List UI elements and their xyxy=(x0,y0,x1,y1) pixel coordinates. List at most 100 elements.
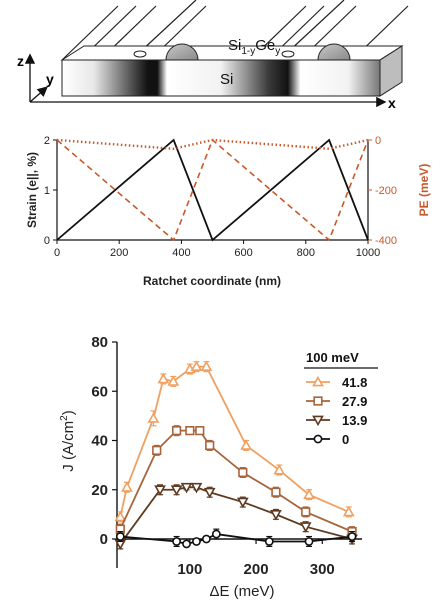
data-point-13.9 xyxy=(170,485,183,496)
data-point-13.9 xyxy=(203,487,216,499)
chart1-tick-labels: 0 200 400 600 800 1000 0 1 2 0 -200 -400 xyxy=(44,135,397,259)
data-point-0 xyxy=(115,532,125,541)
x-tick-label: 200 xyxy=(244,561,269,578)
y-tick-label: 0 xyxy=(100,531,108,548)
y-left-tick-label: 0 xyxy=(44,235,50,247)
y-right-tick-label: -200 xyxy=(375,185,397,197)
data-point-legend-41.8 xyxy=(312,375,324,387)
data-point-41.8 xyxy=(114,510,127,522)
y-tick-label: 40 xyxy=(91,433,108,450)
series-line xyxy=(119,429,353,533)
legend-label: 41.8 xyxy=(342,375,367,390)
chart1-right-axis-title: PE (meV) xyxy=(417,164,431,217)
data-point-27.9 xyxy=(205,440,215,451)
chart2-x-axis-title: ΔE (meV) xyxy=(209,583,274,600)
sige-dome-1 xyxy=(165,43,199,61)
slab-side-face xyxy=(379,45,403,97)
y-tick-label: 60 xyxy=(91,383,108,400)
data-point-27.9 xyxy=(271,487,281,497)
series-line xyxy=(119,486,353,545)
y-right-tick-label: 0 xyxy=(375,135,381,147)
x-tick-label: 200 xyxy=(110,247,128,259)
data-point-41.8 xyxy=(240,439,252,450)
data-point-27.9 xyxy=(195,426,205,436)
y-left-tick-label: 1 xyxy=(44,185,50,197)
data-point-41.8 xyxy=(167,375,180,386)
data-point-legend-13.9 xyxy=(312,415,324,427)
data-point-27.9 xyxy=(171,426,182,436)
data-point-13.9 xyxy=(270,509,282,521)
y-right-tick-label: -400 xyxy=(375,235,397,247)
data-point-0 xyxy=(347,532,357,541)
si-slab-front xyxy=(61,59,381,97)
chart1-axes xyxy=(56,140,369,241)
y-axis-label: y xyxy=(46,71,54,87)
chart1-series xyxy=(56,138,369,242)
data-point-13.9 xyxy=(190,482,203,494)
data-point-41.8 xyxy=(121,481,133,492)
data-point-41.8 xyxy=(147,412,160,423)
data-point-41.8 xyxy=(342,505,355,517)
legend-label: 13.9 xyxy=(342,413,367,428)
x-tick-label: 100 xyxy=(177,561,202,578)
series-41.8 xyxy=(114,360,355,523)
x-tick-label: 400 xyxy=(172,247,190,259)
chart1-series-solid-line xyxy=(56,138,369,242)
data-point-41.8 xyxy=(200,360,213,372)
chart2-series xyxy=(114,360,358,551)
x-tick-label: 600 xyxy=(234,247,252,259)
legend-item: 27.9 xyxy=(306,394,367,409)
data-point-0 xyxy=(201,534,211,544)
chart2-y-axis-title: J (A/cm2) xyxy=(59,410,77,471)
data-point-41.8 xyxy=(273,463,286,475)
current-density-chart: 100 200 300 0 20 40 60 80 ΔE (meV) J (A/cm2) 10… xyxy=(59,334,378,600)
legend-label: 0 xyxy=(342,432,349,447)
data-point-27.9 xyxy=(185,426,195,436)
data-point-0 xyxy=(172,537,181,546)
legend-item: 41.8 xyxy=(306,375,367,390)
x-tick-label: 1000 xyxy=(356,247,380,259)
nanowire-schematic: Si1-yGey Si z y x xyxy=(17,0,409,111)
chart1-series-dotted-line xyxy=(56,138,369,150)
legend-item: 0 xyxy=(306,432,349,447)
strain-pe-chart: 0 200 400 600 800 1000 0 1 2 0 -200 -400 Ratchet co… xyxy=(25,135,431,288)
data-point-41.8 xyxy=(303,488,315,500)
chart1-series-dashed-line xyxy=(56,138,369,242)
data-point-27.9 xyxy=(238,467,248,478)
sige-label: Si1-yGey xyxy=(228,37,280,57)
chart1-x-axis-title: Ratchet coordinate (nm) xyxy=(143,274,281,288)
legend-item: 13.9 xyxy=(306,413,367,428)
data-point-41.8 xyxy=(157,372,170,384)
y-left-tick-label: 2 xyxy=(44,135,50,147)
data-point-0 xyxy=(211,529,221,539)
data-point-27.9 xyxy=(301,507,311,517)
chart2-legend: 100 meV 41.8 27.9 13.9 0 xyxy=(304,350,378,447)
x-tick-label: 300 xyxy=(310,561,335,578)
data-point-legend-0 xyxy=(313,434,323,444)
data-point-13.9 xyxy=(154,485,166,496)
data-point-27.9 xyxy=(152,445,162,455)
z-axis-label: z xyxy=(17,53,24,69)
legend-label: 27.9 xyxy=(342,394,367,409)
sige-dome-2 xyxy=(317,43,351,61)
si-label: Si xyxy=(220,71,233,88)
data-point-13.9 xyxy=(299,522,312,533)
x-axis-label: x xyxy=(388,95,396,111)
data-point-0 xyxy=(304,537,314,546)
series-line xyxy=(119,365,350,518)
data-point-13.9 xyxy=(236,497,249,509)
data-point-0 xyxy=(264,537,274,546)
y-tick-label: 20 xyxy=(91,482,108,499)
data-point-legend-27.9 xyxy=(313,396,323,406)
data-point-0 xyxy=(182,539,191,549)
data-point-0 xyxy=(192,537,201,546)
chart2-tick-labels: 100 200 300 0 20 40 60 80 xyxy=(91,334,334,578)
chart1-ticks xyxy=(53,139,372,244)
x-tick-label: 800 xyxy=(297,247,315,259)
x-tick-label: 0 xyxy=(54,247,60,259)
legend-title: 100 meV xyxy=(306,350,359,365)
data-point-13.9 xyxy=(180,482,193,494)
coordinate-axes xyxy=(24,53,387,108)
series-0 xyxy=(115,528,357,549)
